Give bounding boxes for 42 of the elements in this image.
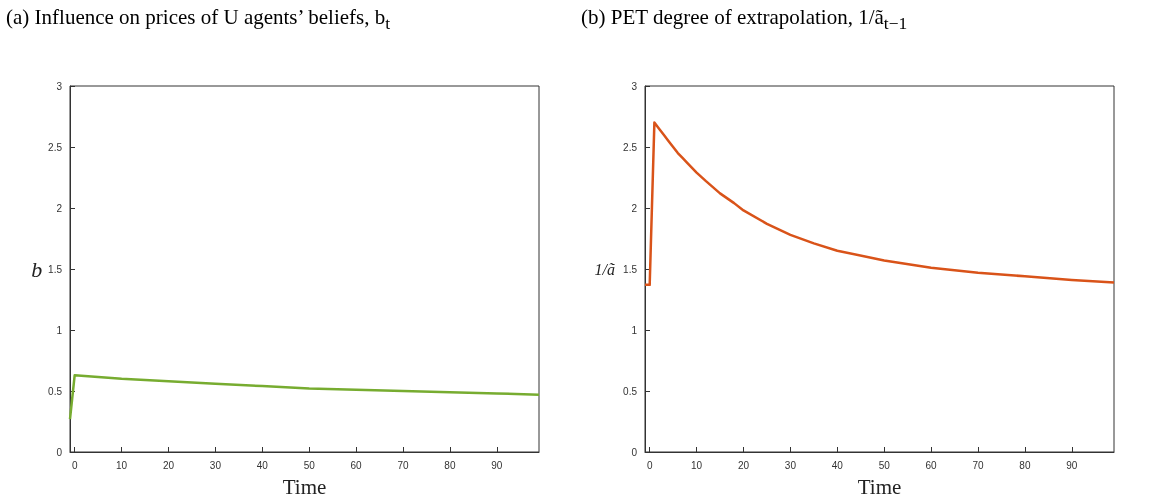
chart-title: (a) Influence on prices of U agents’ beliefs, b$_{t}$	[5, 4, 392, 36]
x-tick-label: 70	[972, 459, 984, 471]
y-tick-label: 1.5	[623, 263, 638, 275]
x-tick-label: 80	[444, 459, 456, 471]
x-tick-label: 90	[1066, 459, 1078, 471]
x-tick-label: 0	[646, 459, 653, 471]
y-tick-label: 3	[56, 80, 63, 92]
x-tick-label: 40	[831, 459, 844, 471]
chart-title: (b) PET degree of extrapolation, 1/ã$_{t−1}$	[580, 4, 909, 36]
y-tick-label: 0.5	[48, 385, 63, 397]
y-axis-title: b	[31, 256, 43, 282]
y-tick-label: 0	[631, 446, 638, 458]
y-tick-label: 0.5	[623, 385, 638, 397]
x-tick-label: 40	[256, 459, 269, 471]
x-tick-label: 50	[878, 459, 891, 471]
y-tick-label: 2.5	[623, 141, 638, 153]
x-tick-label: 60	[350, 459, 363, 471]
x-tick-label: 90	[491, 459, 503, 471]
x-tick-label: 70	[397, 459, 409, 471]
y-tick-label: 1	[56, 324, 63, 336]
x-tick-label: 20	[162, 459, 175, 471]
line-series	[643, 121, 1116, 287]
y-tick-label: 1	[631, 324, 638, 336]
x-axis-title: Time	[857, 474, 902, 499]
x-tick-label: 60	[925, 459, 938, 471]
line-series	[68, 373, 541, 421]
x-tick-label: 50	[303, 459, 316, 471]
x-tick-label: 30	[209, 459, 222, 471]
x-axis-title: Time	[282, 474, 327, 499]
x-tick-label: 10	[691, 459, 703, 471]
x-tick-label: 20	[737, 459, 750, 471]
x-tick-label: 0	[71, 459, 78, 471]
y-tick-label: 2.5	[48, 141, 63, 153]
x-tick-label: 10	[116, 459, 128, 471]
y-tick-label: 1.5	[48, 263, 63, 275]
y-axis-title: 1/ã	[594, 260, 615, 278]
y-tick-label: 2	[631, 202, 638, 214]
y-tick-label: 2	[56, 202, 63, 214]
x-tick-label: 80	[1019, 459, 1031, 471]
y-tick-label: 0	[56, 446, 63, 458]
x-tick-label: 30	[784, 459, 797, 471]
y-tick-label: 3	[631, 80, 638, 92]
